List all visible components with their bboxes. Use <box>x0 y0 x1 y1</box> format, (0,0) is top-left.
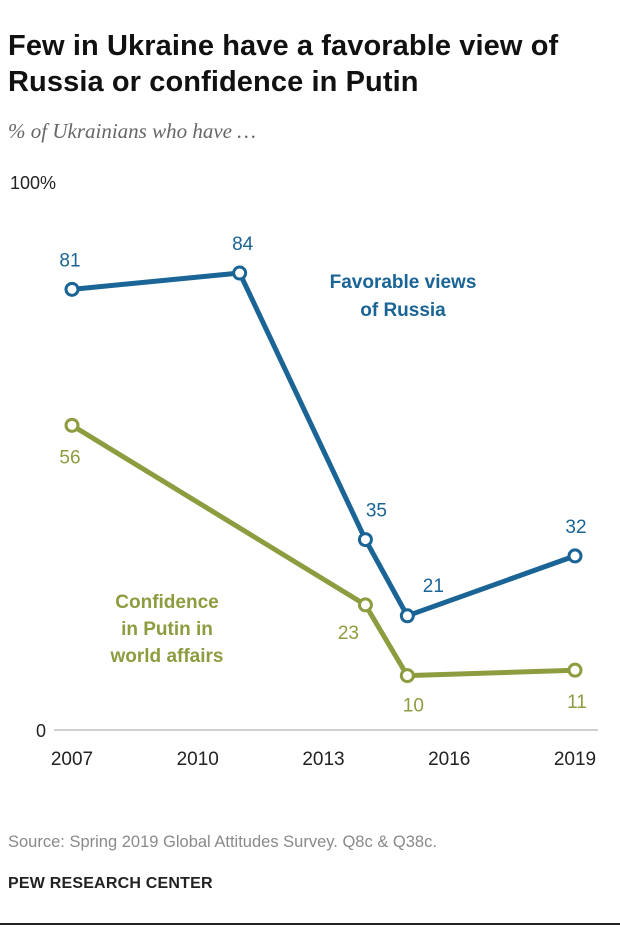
data-label: 21 <box>423 576 444 597</box>
data-label: 23 <box>338 623 359 644</box>
data-point <box>357 532 373 548</box>
y-tick-label-top: 100% <box>10 173 56 193</box>
data-label: 10 <box>403 696 424 717</box>
data-point <box>64 417 80 433</box>
series-name-label: Favorable views of Russia <box>330 272 477 321</box>
series-name-label-line: Confidence <box>115 592 218 613</box>
series-line <box>69 422 578 679</box>
series-name-label-line: world affairs <box>110 646 224 667</box>
data-label: 35 <box>366 501 387 522</box>
data-point <box>567 662 583 678</box>
chart-title: Few in Ukraine have a favorable view of … <box>8 30 559 98</box>
data-label: 11 <box>567 692 587 713</box>
data-point <box>64 281 80 297</box>
data-label: 81 <box>59 250 80 271</box>
x-tick-label: 2010 <box>177 749 219 770</box>
series-line <box>69 270 578 619</box>
data-label: 84 <box>232 234 254 255</box>
organization-name: PEW RESEARCH CENTER <box>8 875 213 892</box>
series-name-label: Confidence in Putin in world affairs <box>110 592 224 667</box>
series-name-label-line: of Russia <box>360 300 446 321</box>
bottom-rule <box>0 923 620 925</box>
x-tick-label: 2007 <box>51 749 93 770</box>
x-tick-label: 2016 <box>428 749 470 770</box>
data-point <box>357 597 373 613</box>
source-note: Source: Spring 2019 Global Attitudes Sur… <box>8 833 437 851</box>
series-name-label-line: Favorable views <box>330 272 477 293</box>
y-tick-label-zero: 0 <box>36 721 46 741</box>
series-name-label-line: in Putin in <box>121 619 213 640</box>
data-point <box>232 265 248 281</box>
x-tick-label: 2013 <box>302 749 344 770</box>
data-label: 56 <box>59 447 80 468</box>
data-point <box>399 668 415 684</box>
data-label: 32 <box>565 517 586 538</box>
x-tick-label: 2019 <box>554 749 596 770</box>
chart-subtitle: % of Ukrainians who have … <box>8 119 256 143</box>
data-point <box>567 548 583 564</box>
data-point <box>399 608 415 624</box>
